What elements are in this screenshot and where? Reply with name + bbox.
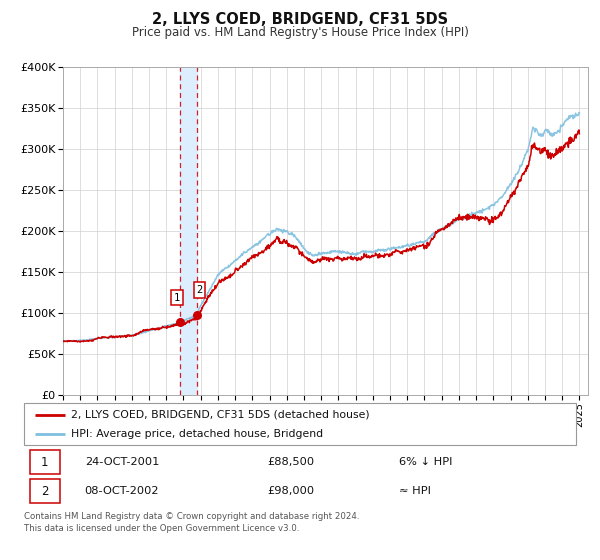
Text: HPI: Average price, detached house, Bridgend: HPI: Average price, detached house, Brid… xyxy=(71,429,323,439)
Text: 1: 1 xyxy=(173,293,180,303)
Text: 2, LLYS COED, BRIDGEND, CF31 5DS (detached house): 2, LLYS COED, BRIDGEND, CF31 5DS (detach… xyxy=(71,409,370,419)
Text: Price paid vs. HM Land Registry's House Price Index (HPI): Price paid vs. HM Land Registry's House … xyxy=(131,26,469,39)
FancyBboxPatch shape xyxy=(29,479,60,503)
Text: 2, LLYS COED, BRIDGEND, CF31 5DS: 2, LLYS COED, BRIDGEND, CF31 5DS xyxy=(152,12,448,27)
Text: £88,500: £88,500 xyxy=(267,457,314,467)
Text: 6% ↓ HPI: 6% ↓ HPI xyxy=(400,457,453,467)
Text: 24-OCT-2001: 24-OCT-2001 xyxy=(85,457,159,467)
Text: ≈ HPI: ≈ HPI xyxy=(400,486,431,496)
Text: Contains HM Land Registry data © Crown copyright and database right 2024.
This d: Contains HM Land Registry data © Crown c… xyxy=(24,512,359,533)
Text: £98,000: £98,000 xyxy=(267,486,314,496)
Text: 08-OCT-2002: 08-OCT-2002 xyxy=(85,486,159,496)
Bar xyxy=(180,67,197,395)
Text: 2: 2 xyxy=(41,484,49,498)
Text: 1: 1 xyxy=(41,455,49,469)
FancyBboxPatch shape xyxy=(29,450,60,474)
Text: 2: 2 xyxy=(196,285,202,295)
FancyBboxPatch shape xyxy=(24,403,576,445)
